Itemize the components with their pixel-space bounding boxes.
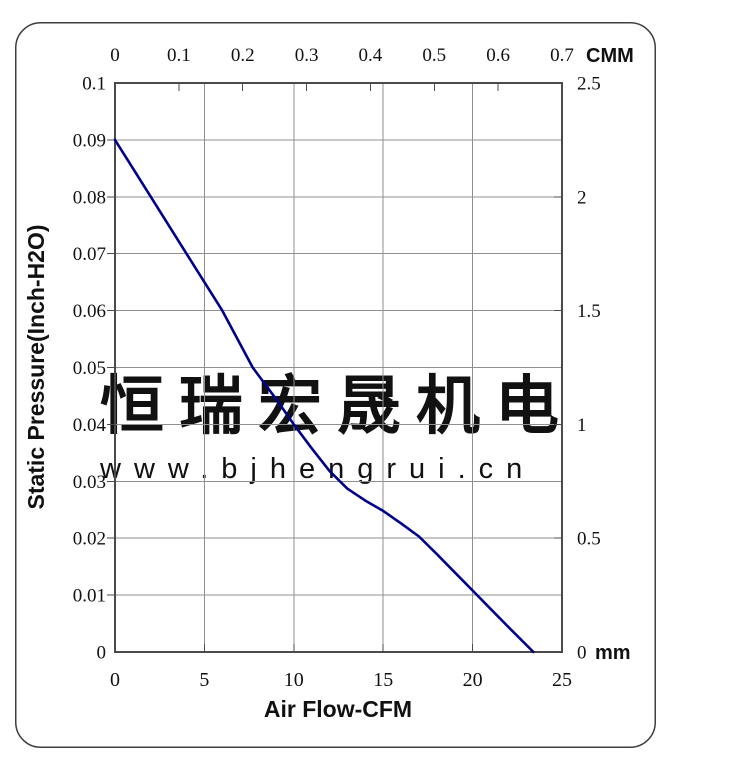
top-axis-tick-label: 0.4 bbox=[359, 45, 383, 66]
y-axis-tick-label: 0.01 bbox=[73, 586, 106, 607]
x-axis-tick-label: 5 bbox=[199, 669, 209, 691]
y-axis-tick-label: 0.02 bbox=[73, 529, 106, 550]
x-axis-tick-label: 25 bbox=[552, 669, 572, 691]
y-axis-tick-label: 0.03 bbox=[73, 472, 106, 493]
x-axis-tick-label: 0 bbox=[110, 669, 120, 691]
x-axis-tick-label: 10 bbox=[284, 669, 304, 691]
right-axis-unit-label: mm bbox=[595, 642, 631, 664]
y-axis-tick-label: 0.04 bbox=[73, 415, 107, 436]
top-axis-unit-label: CMM bbox=[586, 45, 634, 67]
watermark-url-text: www.bjhengrui.cn bbox=[99, 453, 535, 485]
y-axis-tick-label: 0.09 bbox=[73, 130, 106, 151]
tick-labels-group: 0 5 10 15 20 250.10.090.080.070.060.050.040.0… bbox=[73, 45, 601, 691]
right-axis-tick-label: 1 bbox=[577, 415, 587, 436]
top-axis-tick-label: 0.6 bbox=[486, 45, 510, 66]
y-axis-tick-label: 0.1 bbox=[82, 74, 106, 95]
top-axis-tick-label: 0.1 bbox=[167, 45, 191, 66]
data-series-group bbox=[113, 138, 535, 654]
top-axis-tick-label: 0.3 bbox=[295, 45, 319, 66]
y-axis-title: Static Pressure(Inch-H2O) bbox=[23, 224, 49, 509]
y-axis-tick-label: 0.05 bbox=[73, 358, 106, 379]
right-axis-tick-label: 2 bbox=[577, 187, 587, 208]
top-axis-tick-label: 0 bbox=[110, 45, 120, 66]
plot-area-border bbox=[114, 82, 563, 653]
y-axis-tick-label: 0.08 bbox=[73, 187, 106, 208]
x-axis-title: Air Flow-CFM bbox=[264, 696, 412, 722]
x-axis-tick-label: 20 bbox=[463, 669, 483, 691]
x-axis-tick-label: 15 bbox=[373, 669, 393, 691]
y-axis-tick-label: 0.07 bbox=[73, 244, 106, 265]
top-axis-tick-label: 0.5 bbox=[422, 45, 446, 66]
right-axis-tick-label: 0 bbox=[577, 643, 587, 664]
chart-frame-border bbox=[15, 22, 656, 748]
tick-marks-group bbox=[107, 83, 562, 652]
right-axis-tick-label: 2.5 bbox=[577, 74, 601, 95]
right-axis-tick-label: 1.5 bbox=[577, 301, 601, 322]
gridlines-group bbox=[115, 83, 562, 652]
top-axis-tick-label: 0.2 bbox=[231, 45, 255, 66]
watermark-chinese-text: 恒瑞宏晟机电 bbox=[100, 370, 574, 442]
top-axis-tick-label: 0.7 bbox=[550, 45, 574, 66]
performance-curve bbox=[113, 138, 535, 654]
y-axis-tick-label: 0.06 bbox=[73, 301, 106, 322]
y-axis-tick-label: 0 bbox=[97, 643, 107, 664]
right-axis-tick-label: 0.5 bbox=[577, 529, 601, 550]
